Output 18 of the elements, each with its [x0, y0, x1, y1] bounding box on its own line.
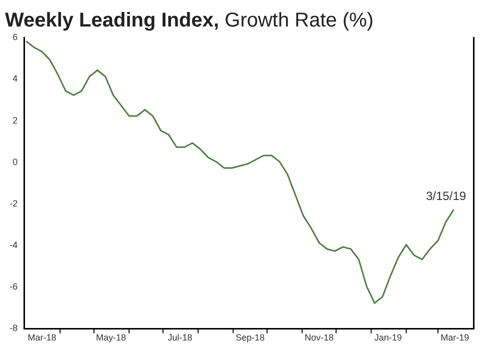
- y-tick-label: 4: [12, 74, 18, 84]
- y-tick-label: -2: [10, 198, 18, 208]
- y-tick-label: -6: [10, 282, 18, 292]
- y-tick-label: 6: [12, 32, 18, 42]
- y-tick-label: 2: [12, 115, 18, 126]
- x-tick-label: Sep-18: [236, 332, 265, 342]
- chart-title: Weekly Leading Index,: [4, 9, 220, 32]
- y-tick-label: -8: [10, 323, 18, 334]
- y-tick-label: 0: [12, 156, 18, 167]
- x-tick-label: May-18: [96, 332, 126, 342]
- annotation: 3/15/19: [426, 189, 466, 203]
- x-tick-label: Nov-18: [304, 332, 334, 342]
- chart-subtitle: Growth Rate (%): [224, 9, 374, 32]
- y-tick-label: -4: [10, 240, 18, 250]
- x-tick-label: Mar-18: [28, 332, 56, 342]
- x-tick-label: Jan-19: [374, 332, 402, 342]
- x-tick-label: Jul-18: [168, 332, 192, 342]
- x-tick-label: Mar-19: [440, 332, 470, 342]
